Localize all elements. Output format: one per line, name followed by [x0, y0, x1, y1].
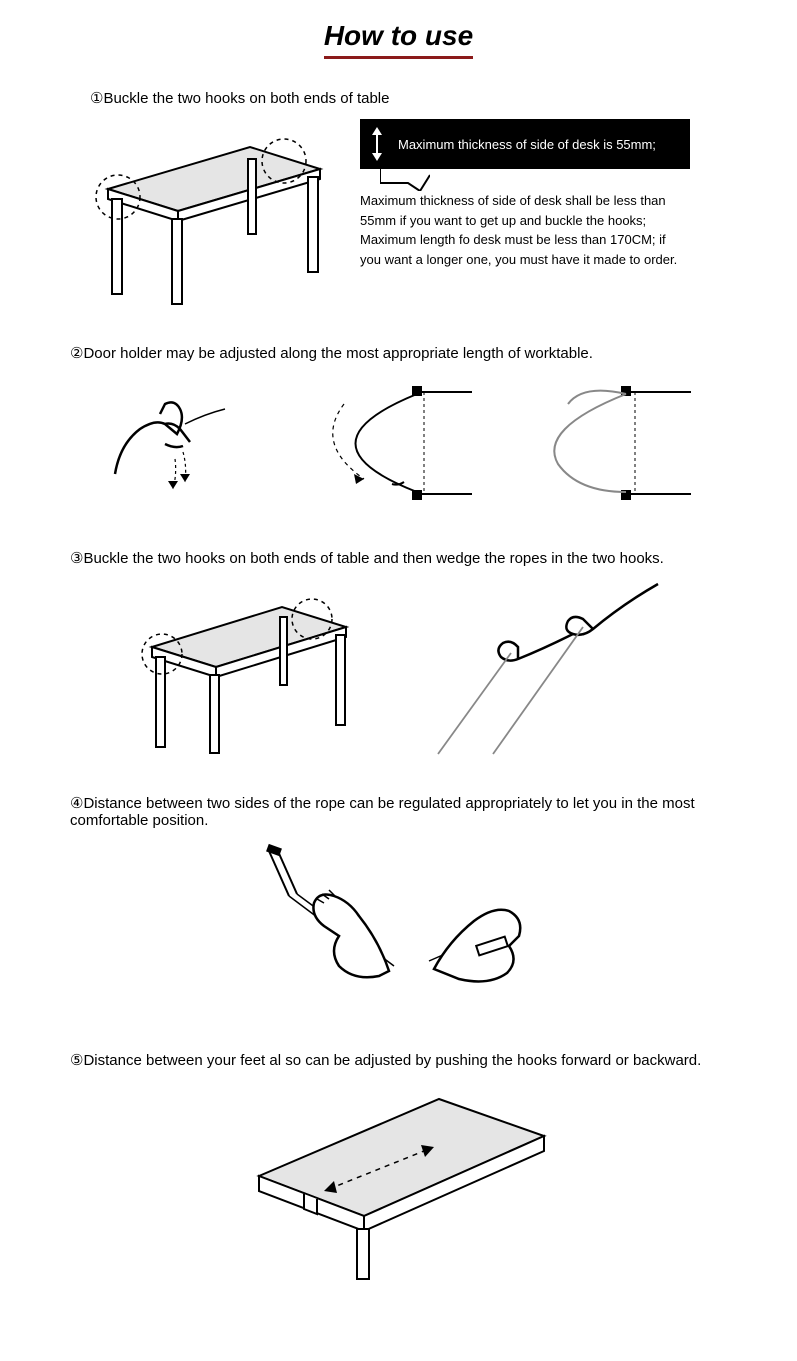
step-5: ⑤Distance between your feet al so can be…: [40, 1051, 757, 1286]
step-2: ②Door holder may be adjusted along the m…: [40, 344, 757, 514]
hook-rope-icon: [423, 579, 663, 759]
step-3-label: ③Buckle the two hooks on both ends of ta…: [40, 549, 757, 567]
double-arrow-icon: [368, 127, 386, 161]
step-1-info: Maximum thickness of side of desk is 55m…: [360, 119, 690, 309]
step-2-label: ②Door holder may be adjusted along the m…: [40, 344, 757, 362]
table-corner-arrow-icon: [249, 1081, 549, 1281]
step-1: ①Buckle the two hooks on both ends of ta…: [40, 89, 757, 309]
rope-loop-a-icon: [284, 374, 474, 514]
step-2-images: [40, 374, 757, 514]
callout-tail-icon: [380, 165, 430, 191]
step-1-row: Maximum thickness of side of desk is 55m…: [40, 119, 757, 309]
table-diagram-icon: [90, 119, 330, 309]
step-3: ③Buckle the two hooks on both ends of ta…: [40, 549, 757, 759]
step-3-images: [40, 579, 757, 759]
step-1-label: ①Buckle the two hooks on both ends of ta…: [40, 89, 757, 107]
instruction-page: How to use ①Buckle the two hooks on both…: [0, 0, 797, 1361]
step-4: ④Distance between two sides of the rope …: [40, 794, 757, 1016]
rope-loop-b-icon: [523, 374, 693, 514]
hands-adjust-icon: [105, 374, 235, 514]
step-5-label: ⑤Distance between your feet al so can be…: [40, 1051, 757, 1069]
thickness-callout-box: Maximum thickness of side of desk is 55m…: [360, 119, 690, 169]
title-wrap: How to use: [40, 20, 757, 59]
step-5-image: [40, 1081, 757, 1286]
step-1-description: Maximum thickness of side of desk shall …: [360, 191, 690, 269]
callout-text: Maximum thickness of side of desk is 55m…: [398, 137, 656, 152]
page-title: How to use: [324, 20, 473, 59]
feet-hammock-icon: [239, 841, 559, 1011]
step-4-image: [40, 841, 757, 1016]
table-diagram-2-icon: [134, 579, 354, 759]
step-4-label: ④Distance between two sides of the rope …: [40, 794, 757, 829]
